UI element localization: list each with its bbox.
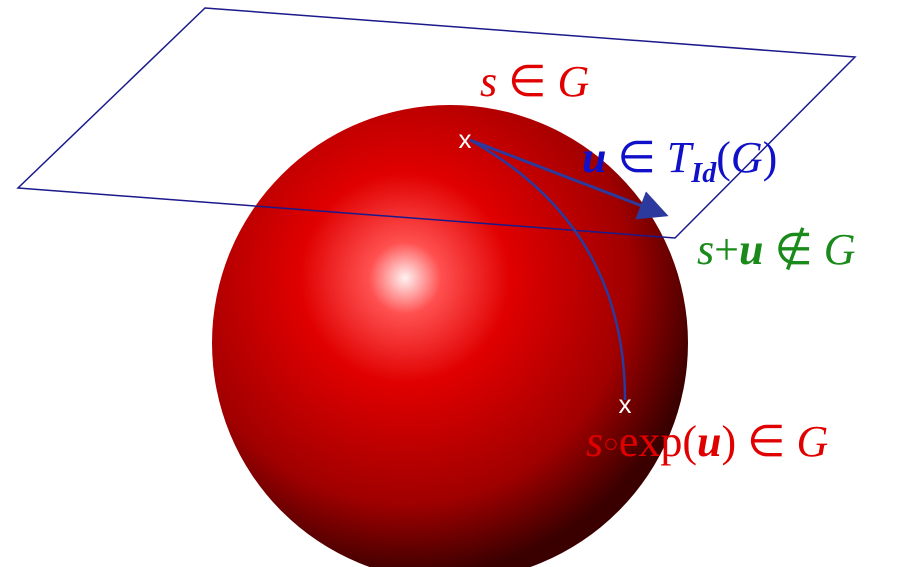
label-part: )	[763, 133, 778, 182]
sphere	[212, 105, 688, 567]
label-part: s	[586, 417, 603, 466]
label-part: s	[480, 57, 497, 106]
label-part: (	[716, 133, 731, 182]
label-part: u	[697, 417, 721, 466]
label-part: ○	[603, 429, 619, 458]
tangent-plane	[16, 7, 857, 239]
label-part: G	[557, 57, 589, 106]
marker: x	[619, 389, 632, 419]
label-part: Id	[690, 158, 717, 189]
label-part: ) ∈	[722, 417, 797, 466]
label: s○exp(u) ∈ G	[586, 417, 828, 466]
label-part: +	[714, 225, 739, 274]
label-part: ∉	[763, 225, 823, 274]
label: s ∈ G	[480, 57, 589, 106]
label-part: u	[582, 133, 606, 182]
label-part: G	[797, 417, 829, 466]
label-part: u	[739, 225, 763, 274]
label-part: ∈	[606, 133, 666, 182]
geodesic	[469, 138, 627, 401]
label-part: exp(	[619, 417, 697, 466]
label-part: ∈	[497, 57, 557, 106]
tangent-vector	[469, 138, 669, 220]
label: s+u ∉ G	[697, 225, 856, 274]
label-part: G	[824, 225, 856, 274]
label-part: T	[667, 133, 695, 182]
marker: x	[459, 124, 472, 154]
label-part: s	[697, 225, 714, 274]
label: u ∈ TId(G)	[582, 133, 777, 189]
label-part: G	[731, 133, 763, 182]
